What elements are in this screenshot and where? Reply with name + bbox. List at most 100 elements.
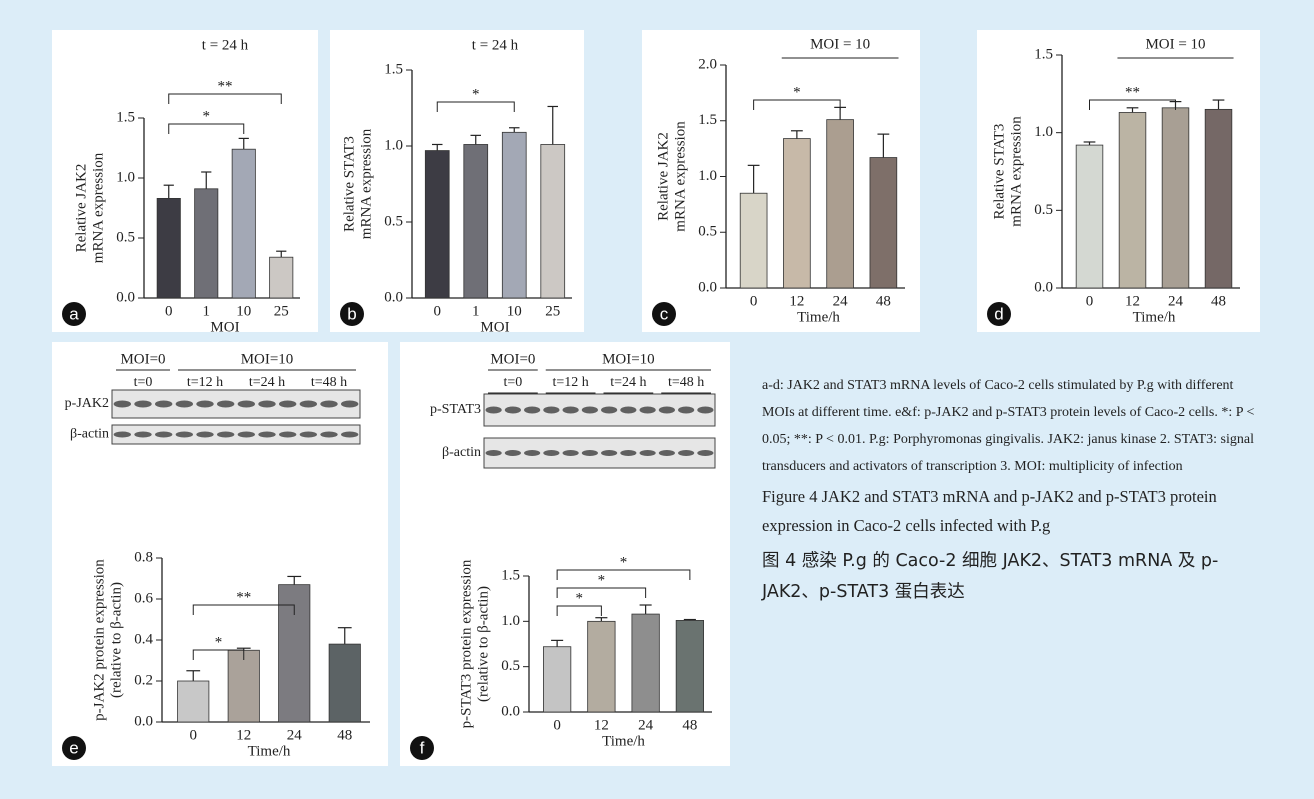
blot-group-label: MOI=10: [602, 351, 655, 367]
bar: [157, 198, 180, 298]
bar: [541, 144, 565, 298]
significance-label: *: [620, 554, 628, 570]
x-tick-label: 1: [472, 303, 480, 319]
y-tick-label: 0.5: [384, 213, 403, 229]
x-tick-label: 24: [833, 293, 849, 309]
x-tick-label: 12: [594, 717, 609, 733]
bar: [178, 681, 209, 722]
y-tick-label: 0.5: [116, 229, 135, 245]
bar: [502, 132, 526, 298]
bar: [827, 120, 854, 288]
y-axis-label: (relative to β-actin): [475, 586, 491, 702]
x-axis-label: Time/h: [248, 743, 291, 759]
blot-band: [582, 407, 598, 414]
significance-label: *: [215, 634, 223, 650]
blot-band: [678, 407, 694, 414]
x-tick-label: 48: [1211, 293, 1226, 309]
bar: [676, 620, 703, 712]
blot-band: [543, 407, 559, 414]
y-tick-label: 1.5: [1034, 46, 1053, 62]
bar: [270, 257, 293, 298]
x-tick-label: 0: [750, 293, 758, 309]
blot-time-label: t=0: [503, 375, 522, 390]
significance-label: *: [472, 86, 480, 102]
x-axis-label: MOI: [210, 319, 239, 335]
bar: [195, 189, 218, 298]
blot-band: [238, 401, 255, 408]
blot-band: [678, 450, 694, 456]
blot-band: [134, 432, 151, 438]
y-tick-label: 0.0: [698, 279, 717, 295]
x-tick-label: 48: [876, 293, 891, 309]
blot-band: [155, 432, 172, 438]
significance-label: **: [218, 78, 233, 94]
blot-band: [196, 401, 213, 408]
blot-band: [279, 432, 296, 438]
bar: [425, 151, 449, 298]
y-tick-label: 1.0: [698, 168, 717, 184]
y-tick-label: 0.5: [501, 658, 520, 674]
panel-label: e: [69, 738, 78, 757]
blot-row-label: p-STAT3: [430, 402, 481, 417]
blot-band: [300, 401, 317, 408]
blot-band: [543, 450, 559, 456]
chart-title: t = 24 h: [472, 37, 519, 53]
blot-band: [505, 407, 521, 414]
chart-title: MOI = 10: [810, 36, 870, 52]
y-axis-label: p-JAK2 protein expression: [91, 559, 107, 721]
y-tick-label: 1.0: [1034, 124, 1053, 140]
blot-band: [341, 432, 358, 438]
y-tick-label: 0.2: [134, 672, 153, 688]
blot-group-label: MOI=0: [120, 351, 165, 367]
x-tick-label: 25: [274, 303, 289, 319]
y-tick-label: 0.6: [134, 590, 153, 606]
y-axis-label: Relative JAK2: [73, 164, 89, 253]
y-tick-label: 0.4: [134, 631, 153, 647]
blot-band: [524, 450, 540, 456]
y-axis-label: mRNA expression: [90, 152, 106, 263]
bar: [740, 193, 767, 288]
x-axis-label: Time/h: [797, 309, 840, 325]
x-tick-label: 24: [287, 727, 303, 743]
x-tick-label: 0: [434, 303, 442, 319]
blot-row-label: β-actin: [70, 427, 109, 442]
y-tick-label: 0.0: [1034, 279, 1053, 295]
blot-band: [217, 401, 234, 408]
y-tick-label: 0.0: [134, 713, 153, 729]
y-axis-label: mRNA expression: [672, 121, 688, 232]
blot-band: [176, 432, 193, 438]
y-axis-label: p-STAT3 protein expression: [458, 559, 474, 728]
blot-band: [582, 450, 598, 456]
x-tick-label: 0: [1086, 293, 1094, 309]
blot-time-label: t=48 h: [311, 375, 347, 390]
x-axis-label: MOI: [480, 319, 509, 335]
blot-time-label: t=0: [134, 375, 153, 390]
blot-band: [217, 432, 234, 438]
blot-time-label: t=24 h: [610, 375, 646, 390]
chart-title: t = 24 h: [202, 37, 249, 53]
blot-band: [620, 407, 636, 414]
x-tick-label: 0: [165, 303, 173, 319]
x-tick-label: 10: [507, 303, 522, 319]
x-axis-label: Time/h: [1133, 309, 1176, 325]
y-tick-label: 0.0: [384, 289, 403, 305]
y-tick-label: 1.5: [116, 109, 135, 125]
blot-band: [341, 401, 358, 408]
y-axis-label: (relative to β-actin): [108, 582, 124, 698]
bar: [1162, 108, 1189, 288]
blot-band: [279, 401, 296, 408]
significance-label: *: [576, 590, 584, 606]
y-axis-label: mRNA expression: [358, 128, 374, 239]
blot-band: [155, 401, 172, 408]
blot-band: [320, 432, 337, 438]
blot-time-label: t=48 h: [668, 375, 704, 390]
page: {"chart_data":[ {"type":"bar","panel":"a…: [0, 0, 1314, 799]
blot-band: [486, 450, 502, 456]
bar: [1205, 109, 1232, 288]
x-tick-label: 12: [789, 293, 804, 309]
caption-note: a-d: JAK2 and STAT3 mRNA levels of Caco-…: [762, 372, 1262, 480]
blot-band: [114, 401, 131, 408]
blot-band: [601, 407, 617, 414]
y-tick-label: 0.5: [698, 224, 717, 240]
bar: [228, 650, 259, 722]
